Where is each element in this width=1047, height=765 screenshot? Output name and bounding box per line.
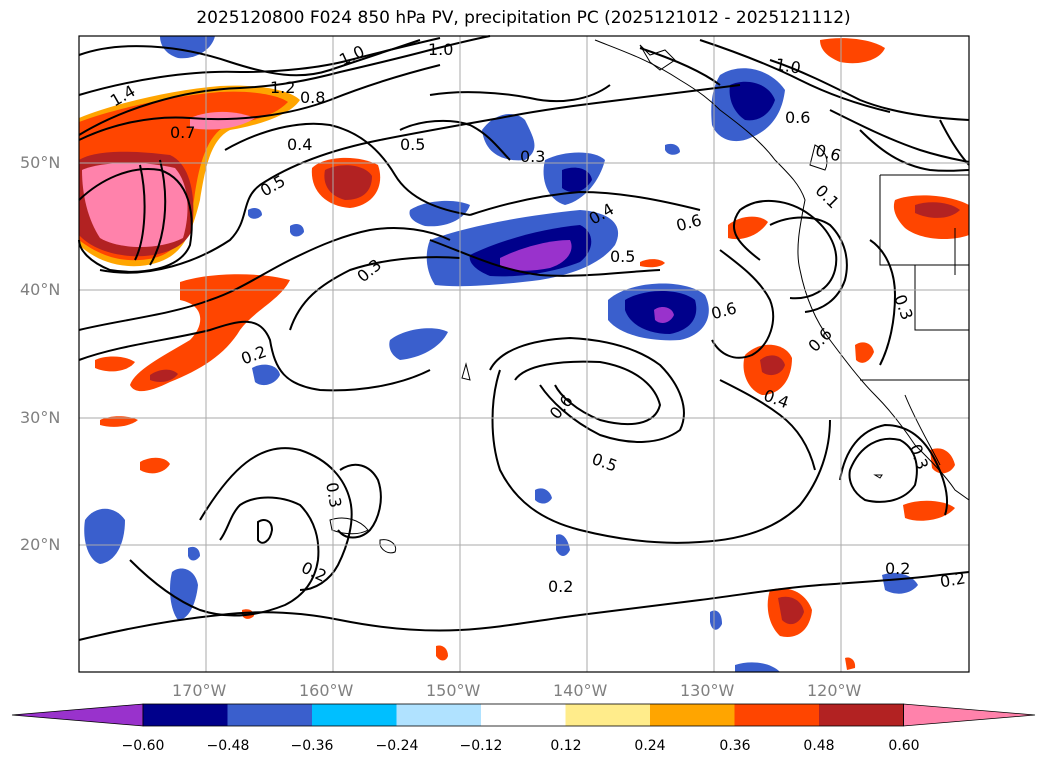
gridlines xyxy=(79,36,969,672)
anomaly-region xyxy=(728,216,768,240)
anomaly-region xyxy=(845,657,856,670)
colorbar-tick-label: −0.36 xyxy=(290,738,334,754)
colorbar-extension-low xyxy=(11,703,144,727)
anomaly-region xyxy=(409,200,470,227)
colorbar-tick-label: −0.12 xyxy=(459,738,503,754)
lat-label-50n: 50°N xyxy=(20,153,61,172)
lon-label-150w: 150°W xyxy=(426,681,481,700)
anomaly-region xyxy=(324,165,372,200)
colorbar-segment xyxy=(734,704,820,726)
anomaly-region xyxy=(640,259,665,268)
lon-label-170w: 170°W xyxy=(172,681,227,700)
anomaly-region xyxy=(95,356,135,372)
colorbar xyxy=(11,703,1036,727)
lat-label-20n: 20°N xyxy=(20,535,61,554)
anomaly-region xyxy=(820,38,885,64)
anomaly-region xyxy=(562,167,592,193)
anomaly-region xyxy=(855,342,874,363)
anomaly-region xyxy=(535,488,552,504)
anomaly-region xyxy=(130,274,290,392)
colorbar-tick-label: 0.12 xyxy=(550,738,582,754)
colorbar-extension-high xyxy=(903,703,1036,727)
anomaly-region xyxy=(140,457,170,474)
plot-frame xyxy=(78,35,970,673)
colorbar-tick-label: 0.60 xyxy=(888,738,920,754)
anomaly-region xyxy=(760,355,785,376)
lon-label-140w: 140°W xyxy=(553,681,608,700)
colorbar-segment xyxy=(481,704,566,726)
colorbar-segment xyxy=(650,704,735,726)
anomaly-region xyxy=(100,416,138,427)
anomaly-region xyxy=(903,500,955,521)
anomaly-region xyxy=(248,207,262,219)
colorbar-segment xyxy=(565,704,651,726)
anomaly-region xyxy=(915,202,960,218)
anomaly-region xyxy=(389,328,448,360)
map-title: 2025120800 F024 850 hPa PV, precipitatio… xyxy=(196,8,851,28)
contour-label: 1.2 xyxy=(270,78,295,97)
anomaly-region xyxy=(778,596,804,625)
anomaly-region xyxy=(729,81,775,121)
contour-label: 0.2 xyxy=(548,577,573,596)
colorbar-segment xyxy=(312,704,397,726)
contour-label: 0.4 xyxy=(287,135,312,154)
contour-label: 0.8 xyxy=(300,88,325,107)
contour-label: 0.6 xyxy=(785,108,810,127)
anomaly-region xyxy=(500,240,572,271)
anomaly-region xyxy=(160,36,215,59)
map-canvas: 1.4 1.2 1.0 0.8 0.7 0.4 0.5 0.3 0.4 0.5 … xyxy=(78,35,970,673)
colorbar-tick-label: 0.24 xyxy=(634,738,666,754)
contour-label: 1.0 xyxy=(774,55,802,78)
contour-label: 0.3 xyxy=(322,481,345,509)
colorbar-tick-label: −0.24 xyxy=(375,738,419,754)
anomaly-region xyxy=(482,114,535,161)
colorbar-tick-label: 0.48 xyxy=(803,738,835,754)
contour-label: 0.2 xyxy=(938,568,966,591)
contour-label: 0.5 xyxy=(610,247,635,266)
lon-label-160w: 160°W xyxy=(299,681,354,700)
anomaly-region xyxy=(150,369,178,382)
anomaly-region xyxy=(290,224,304,237)
contour-label: 0.5 xyxy=(400,135,425,154)
lon-label-130w: 130°W xyxy=(680,681,735,700)
lat-label-30n: 30°N xyxy=(20,408,61,427)
anomaly-region xyxy=(710,610,722,630)
colorbar-tick-label: 0.36 xyxy=(719,738,751,754)
lat-label-40n: 40°N xyxy=(20,280,61,299)
negative-anomaly-shading xyxy=(84,36,918,672)
colorbar-segment xyxy=(819,704,904,726)
anomaly-region xyxy=(188,546,200,561)
colorbar-segment xyxy=(396,704,482,726)
colorbar-tick-label: −0.60 xyxy=(121,738,165,754)
anomaly-region xyxy=(735,662,780,672)
contour-label: 0.3 xyxy=(520,147,545,166)
contour-label: 1.0 xyxy=(428,40,453,59)
anomaly-region xyxy=(84,508,125,564)
colorbar-segment xyxy=(143,704,228,726)
anomaly-region xyxy=(436,645,448,661)
anomaly-region xyxy=(82,162,188,247)
colorbar-segment xyxy=(227,704,313,726)
coastlines xyxy=(329,39,970,554)
contour-label: 0.2 xyxy=(885,559,910,578)
pv-contours xyxy=(78,35,970,641)
contour-label: 0.7 xyxy=(170,123,195,142)
colorbar-tick-label: −0.48 xyxy=(206,738,250,754)
colorbar-frame xyxy=(142,703,904,727)
lon-label-120w: 120°W xyxy=(807,681,862,700)
colorbar-segments xyxy=(11,703,1036,727)
anomaly-region xyxy=(654,307,674,323)
anomaly-region xyxy=(170,568,198,620)
anomaly-region xyxy=(252,364,280,386)
anomaly-region xyxy=(665,143,680,155)
